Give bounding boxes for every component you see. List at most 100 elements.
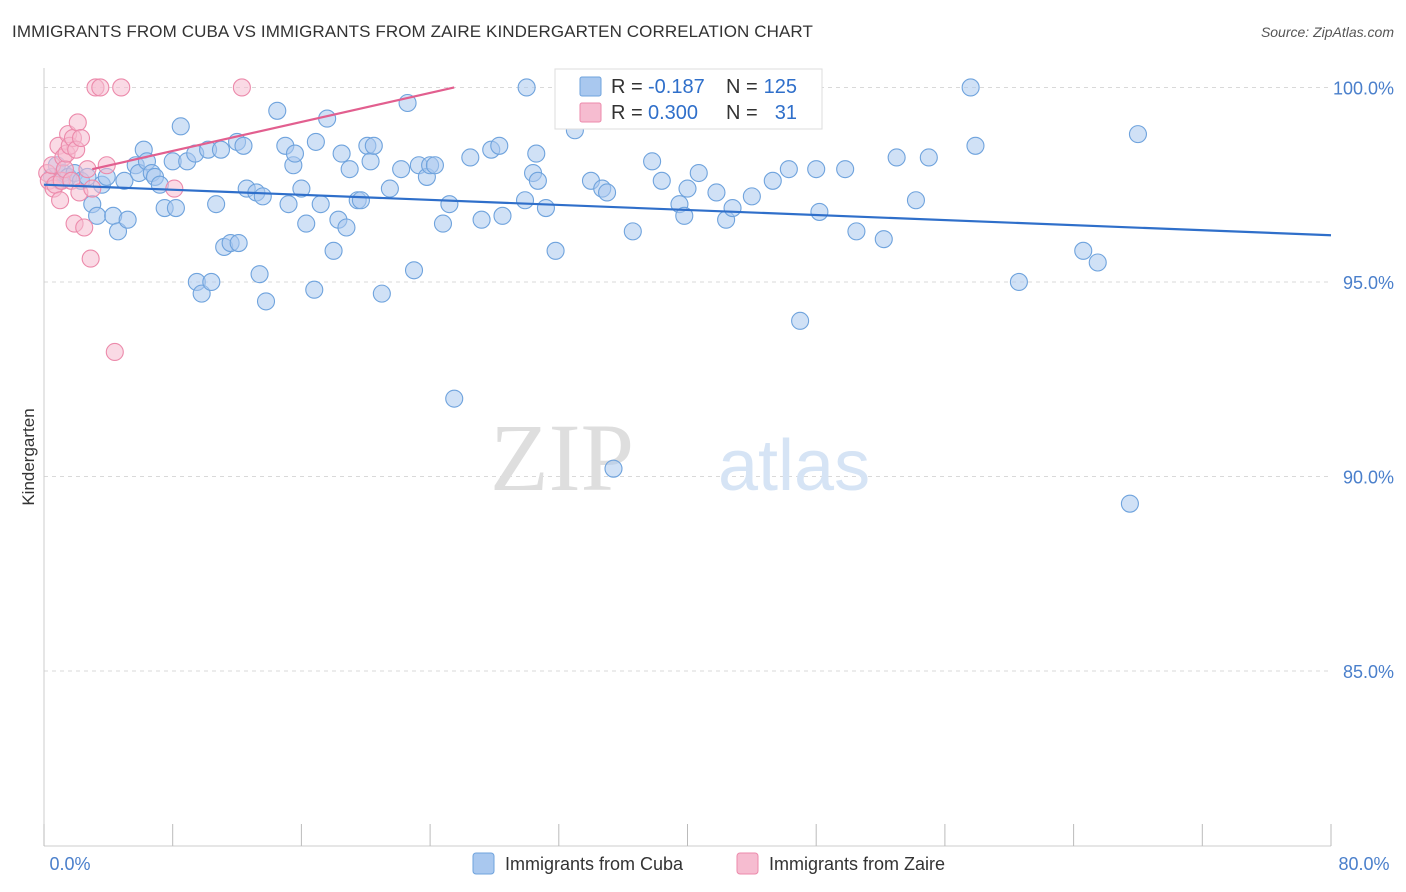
cuba-point-75 — [433, 214, 453, 233]
cuba-point-33 — [207, 195, 226, 214]
chart-title: IMMIGRANTS FROM CUBA VS IMMIGRANTS FROM … — [12, 22, 813, 41]
zaire-trend-line — [92, 86, 455, 171]
cuba-point-56 — [324, 241, 343, 260]
cuba-point-114 — [874, 230, 893, 249]
cuba-point-79 — [472, 210, 491, 229]
cuba-point-119 — [966, 136, 985, 155]
zaire-point-17 — [68, 113, 87, 132]
cuba-point-45 — [268, 101, 287, 120]
stats-legend: R = -0.187 N = 125 R = 0.300 N = 31 — [554, 68, 823, 130]
y-axis-tick-labels: 100.0% 95.0% 90.0% 85.0% — [1333, 78, 1394, 682]
zaire-point-23 — [83, 179, 102, 198]
y-tick-label-2: 90.0% — [1343, 467, 1394, 487]
cuba-point-122 — [1088, 253, 1107, 272]
zaire-point-28 — [112, 78, 131, 97]
cuba-point-117 — [919, 148, 938, 167]
cuba-point-32 — [202, 272, 221, 292]
x-tick-label-min: 0.0% — [49, 854, 90, 874]
cuba-point-120 — [1009, 272, 1028, 292]
cuba-r-value: -0.187 — [648, 76, 705, 98]
zaire-point-6 — [51, 191, 70, 210]
cuba-point-124 — [1128, 125, 1147, 144]
zaire-point-19 — [71, 128, 91, 148]
cuba-point-111 — [810, 202, 829, 221]
cuba-point-74 — [425, 156, 444, 175]
cuba-point-94 — [604, 459, 623, 478]
cuba-point-102 — [689, 163, 708, 183]
y-tick-label-3: 85.0% — [1343, 662, 1394, 682]
cuba-point-107 — [763, 171, 782, 190]
zaire-n-label: N = — [726, 102, 758, 124]
series-legend: Immigrants from Cuba Immigrants from Zai… — [472, 852, 945, 875]
cuba-point-86 — [527, 144, 546, 163]
cuba-point-88 — [536, 198, 555, 218]
cuba-point-25 — [166, 198, 185, 218]
cuba-point-76 — [440, 195, 459, 214]
cuba-point-54 — [311, 195, 330, 214]
cuba-point-53 — [306, 132, 325, 151]
source-label: Source: ZipAtlas.com — [1260, 24, 1394, 40]
cuba-point-43 — [253, 187, 272, 206]
cuba-point-14 — [115, 171, 134, 190]
cuba-point-93 — [598, 183, 617, 202]
legend-swatch-zaire — [736, 852, 759, 875]
legend-label-cuba: Immigrants from Cuba — [505, 854, 684, 874]
cuba-point-49 — [285, 144, 305, 163]
cuba-point-26 — [171, 117, 190, 136]
cuba-point-112 — [836, 160, 855, 179]
cuba-point-62 — [351, 191, 370, 210]
cuba-point-60 — [340, 160, 359, 179]
cuba-point-100 — [675, 206, 694, 225]
cuba-point-13 — [108, 222, 128, 241]
cuba-stats-swatch — [579, 76, 602, 97]
cuba-point-42 — [250, 265, 269, 284]
cuba-point-81 — [490, 136, 509, 155]
cuba-point-115 — [887, 148, 906, 167]
cuba-point-15 — [118, 210, 137, 229]
watermark-atlas: atlas — [718, 426, 870, 506]
cuba-point-83 — [515, 191, 535, 210]
cuba-point-113 — [847, 222, 866, 241]
cuba-point-78 — [461, 148, 480, 167]
cuba-point-64 — [361, 152, 380, 171]
watermark: ZIP atlas — [490, 404, 870, 511]
y-axis-label: Kindergarten — [19, 408, 38, 505]
zaire-r-value: 0.300 — [648, 102, 698, 124]
watermark-zip: ZIP — [490, 404, 634, 511]
cuba-point-121 — [1074, 241, 1093, 260]
cuba-point-38 — [229, 234, 248, 253]
cuba-point-51 — [297, 214, 316, 233]
zaire-points — [38, 78, 251, 362]
cuba-point-101 — [678, 179, 697, 198]
cuba-n-value: 125 — [764, 76, 797, 98]
zaire-stats-swatch — [579, 102, 602, 123]
cuba-point-30 — [192, 284, 211, 303]
cuba-point-52 — [305, 280, 324, 299]
cuba-n-label: N = — [726, 76, 758, 98]
cuba-point-59 — [337, 218, 356, 237]
cuba-point-44 — [256, 292, 276, 311]
cuba-point-67 — [380, 179, 399, 198]
cuba-point-105 — [723, 198, 742, 218]
x-axis-ticks — [43, 824, 1332, 846]
legend-swatch-cuba — [472, 852, 495, 875]
zaire-r-label: R = — [611, 102, 643, 124]
cuba-point-70 — [404, 261, 424, 280]
cuba-point-66 — [372, 284, 391, 303]
cuba-point-84 — [517, 78, 536, 97]
x-tick-label-max: 80.0% — [1338, 854, 1389, 874]
cuba-point-110 — [807, 160, 826, 179]
cuba-point-68 — [392, 160, 411, 179]
zaire-point-25 — [91, 78, 110, 97]
cuba-point-96 — [623, 222, 642, 241]
cuba-point-34 — [211, 140, 231, 159]
cuba-point-47 — [279, 195, 298, 214]
cuba-point-118 — [961, 78, 980, 97]
zaire-point-22 — [81, 249, 100, 268]
cuba-point-89 — [546, 241, 565, 260]
legend-label-zaire: Immigrants from Zaire — [769, 854, 945, 874]
zaire-n-value: 31 — [775, 102, 797, 124]
zaire-point-30 — [232, 78, 251, 97]
cuba-point-123 — [1120, 494, 1139, 513]
